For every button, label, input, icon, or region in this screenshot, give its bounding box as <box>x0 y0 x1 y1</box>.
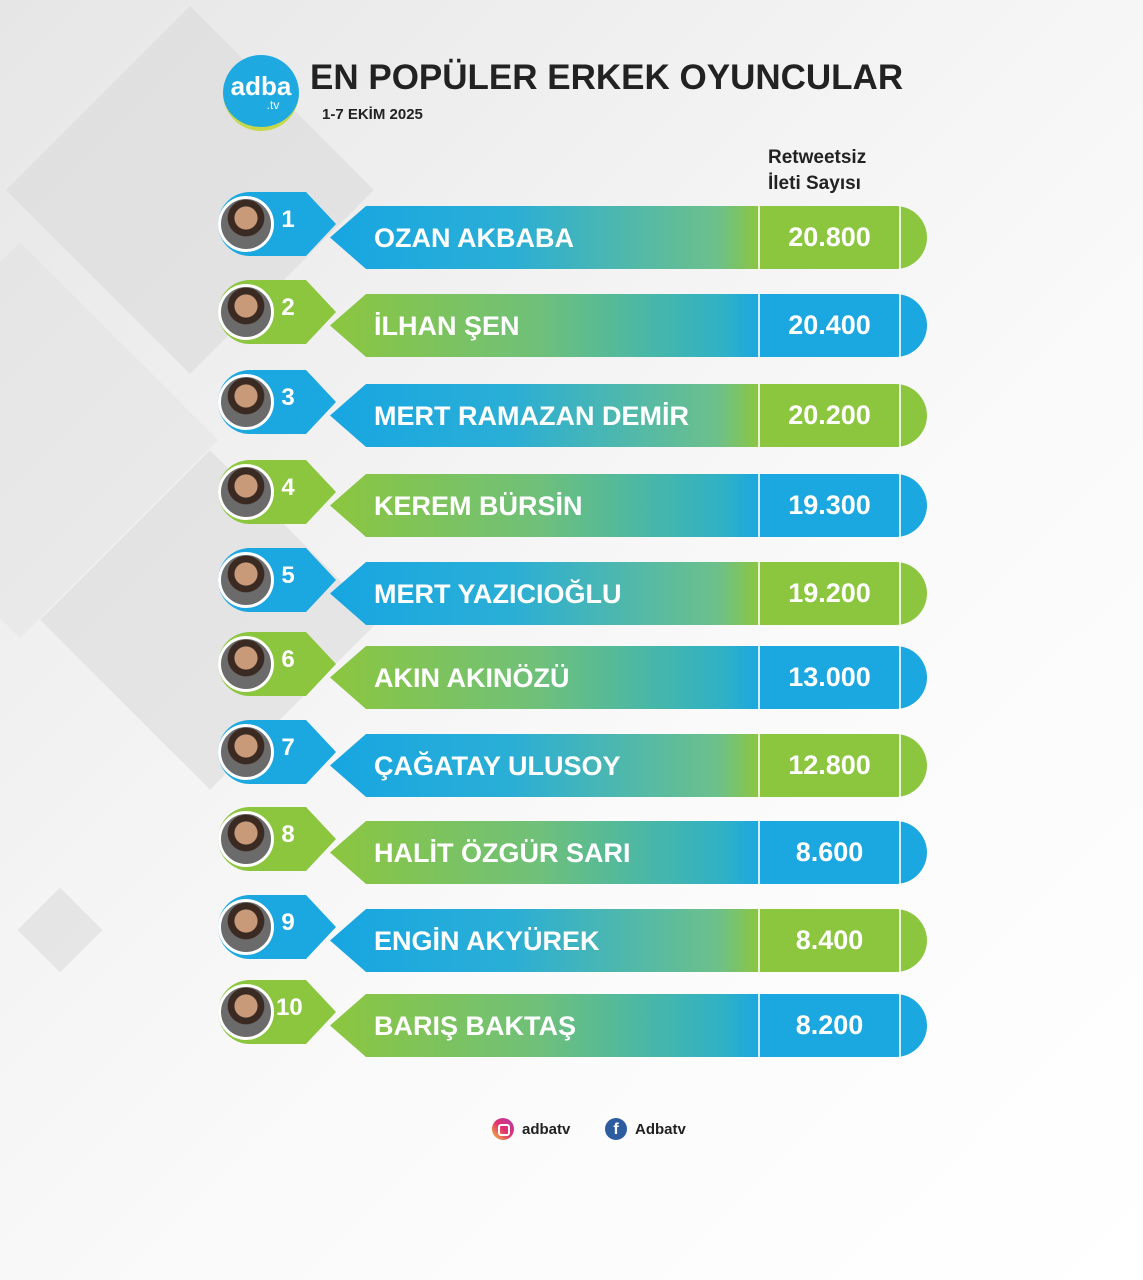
actor-name: İLHAN ŞEN <box>374 311 520 341</box>
ranking-row: 8 HALİT ÖZGÜR SARI 8.600 <box>214 807 929 891</box>
rank-number: 4 <box>281 474 295 501</box>
facebook-icon: f <box>605 1118 627 1140</box>
actor-avatar <box>218 374 274 430</box>
actor-avatar <box>218 196 274 252</box>
logo-subtext: .tv <box>266 98 280 112</box>
actor-name: KEREM BÜRSİN <box>374 491 583 521</box>
actor-avatar <box>218 984 274 1040</box>
bar-fill: MERT YAZICIOĞLU 19.200 <box>330 562 927 625</box>
ranking-row: 7 ÇAĞATAY ULUSOY 12.800 <box>214 720 929 804</box>
ranking-row: 2 İLHAN ŞEN 20.400 <box>214 280 929 364</box>
actor-name: OZAN AKBABA <box>374 223 574 253</box>
actor-name: BARIŞ BAKTAŞ <box>374 1011 576 1041</box>
actor-name: ÇAĞATAY ULUSOY <box>374 751 621 781</box>
rank-number: 5 <box>281 562 295 589</box>
instagram-link[interactable]: adbatv <box>492 1118 570 1140</box>
column-header: Retweetsiz İleti Sayısı <box>768 145 866 197</box>
bar-fill: BARIŞ BAKTAŞ 8.200 <box>330 994 927 1057</box>
rank-number: 9 <box>281 909 295 936</box>
facebook-handle: Adbatv <box>635 1120 686 1138</box>
rank-number: 6 <box>281 646 295 673</box>
actor-name: MERT YAZICIOĞLU <box>374 579 622 609</box>
date-range: 1-7 EKİM 2025 <box>322 106 423 123</box>
adba-logo: adba .tv <box>223 55 299 131</box>
bar-fill: İLHAN ŞEN 20.400 <box>330 294 927 357</box>
name-bar: HALİT ÖZGÜR SARI 8.600 <box>330 821 927 884</box>
post-count: 13.000 <box>758 646 901 709</box>
background-decoration <box>17 887 103 973</box>
actor-avatar <box>218 636 274 692</box>
column-header-line-2: İleti Sayısı <box>768 173 861 194</box>
ranking-row: 9 ENGİN AKYÜREK 8.400 <box>214 895 929 979</box>
rank-number: 2 <box>281 294 295 321</box>
actor-name: AKIN AKINÖZÜ <box>374 663 570 693</box>
post-count: 12.800 <box>758 734 901 797</box>
actor-avatar <box>218 899 274 955</box>
actor-avatar <box>218 464 274 520</box>
rank-number: 8 <box>281 821 295 848</box>
bar-fill: HALİT ÖZGÜR SARI 8.600 <box>330 821 927 884</box>
ranking-row: 5 MERT YAZICIOĞLU 19.200 <box>214 548 929 632</box>
page-title: EN POPÜLER ERKEK OYUNCULAR <box>310 58 904 97</box>
bar-fill: KEREM BÜRSİN 19.300 <box>330 474 927 537</box>
bar-fill: ENGİN AKYÜREK 8.400 <box>330 909 927 972</box>
actor-name: HALİT ÖZGÜR SARI <box>374 838 631 868</box>
rank-number: 7 <box>281 734 295 761</box>
bar-fill: AKIN AKINÖZÜ 13.000 <box>330 646 927 709</box>
name-bar: ÇAĞATAY ULUSOY 12.800 <box>330 734 927 797</box>
bar-fill: OZAN AKBABA 20.800 <box>330 206 927 269</box>
post-count: 8.400 <box>758 909 901 972</box>
name-bar: KEREM BÜRSİN 19.300 <box>330 474 927 537</box>
name-bar: BARIŞ BAKTAŞ 8.200 <box>330 994 927 1057</box>
logo-text: adba <box>230 71 292 101</box>
post-count: 19.300 <box>758 474 901 537</box>
instagram-handle: adbatv <box>522 1120 571 1138</box>
post-count: 20.400 <box>758 294 901 357</box>
column-header-line-1: Retweetsiz <box>768 147 867 168</box>
bar-fill: MERT RAMAZAN DEMİR 20.200 <box>330 384 927 447</box>
rank-number: 10 <box>276 994 303 1021</box>
actor-avatar <box>218 724 274 780</box>
name-bar: OZAN AKBABA 20.800 <box>330 206 927 269</box>
ranking-row: 4 KEREM BÜRSİN 19.300 <box>214 460 929 544</box>
actor-name: ENGİN AKYÜREK <box>374 926 600 956</box>
post-count: 19.200 <box>758 562 901 625</box>
actor-avatar <box>218 811 274 867</box>
actor-name: MERT RAMAZAN DEMİR <box>374 401 689 431</box>
post-count: 8.200 <box>758 994 901 1057</box>
post-count: 8.600 <box>758 821 901 884</box>
actor-avatar <box>218 284 274 340</box>
actor-avatar <box>218 552 274 608</box>
name-bar: MERT YAZICIOĞLU 19.200 <box>330 562 927 625</box>
post-count: 20.800 <box>758 206 901 269</box>
name-bar: ENGİN AKYÜREK 8.400 <box>330 909 927 972</box>
ranking-row: 6 AKIN AKINÖZÜ 13.000 <box>214 632 929 716</box>
rank-number: 1 <box>281 206 295 233</box>
bar-fill: ÇAĞATAY ULUSOY 12.800 <box>330 734 927 797</box>
ranking-row: 3 MERT RAMAZAN DEMİR 20.200 <box>214 370 929 454</box>
facebook-link[interactable]: f Adbatv <box>605 1118 686 1140</box>
instagram-icon <box>492 1118 514 1140</box>
rank-number: 3 <box>281 384 295 411</box>
ranking-row: 10 BARIŞ BAKTAŞ 8.200 <box>214 980 929 1064</box>
name-bar: AKIN AKINÖZÜ 13.000 <box>330 646 927 709</box>
post-count: 20.200 <box>758 384 901 447</box>
ranking-row: 1 OZAN AKBABA 20.800 <box>214 192 929 276</box>
name-bar: MERT RAMAZAN DEMİR 20.200 <box>330 384 927 447</box>
name-bar: İLHAN ŞEN 20.400 <box>330 294 927 357</box>
